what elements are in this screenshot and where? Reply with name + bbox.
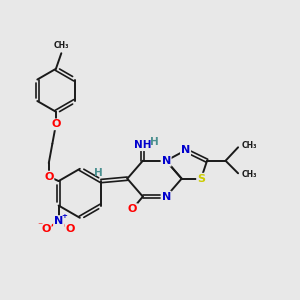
Text: N: N	[54, 216, 63, 226]
Text: N: N	[161, 156, 171, 166]
Text: O: O	[41, 224, 51, 234]
Text: +: +	[61, 213, 67, 219]
Text: Imino: Imino	[149, 138, 173, 147]
Text: O: O	[128, 204, 137, 214]
Text: O: O	[51, 119, 61, 129]
Text: H: H	[150, 136, 159, 147]
Text: Imino: Imino	[147, 139, 167, 145]
Text: N: N	[161, 192, 171, 202]
Text: ⁻: ⁻	[37, 221, 42, 231]
Text: CH₃: CH₃	[242, 170, 257, 179]
Text: O: O	[44, 172, 53, 182]
Text: NH: NH	[134, 140, 152, 150]
Text: S: S	[197, 174, 205, 184]
Text: H: H	[94, 168, 103, 178]
Text: CH₃: CH₃	[54, 41, 69, 50]
Text: O: O	[65, 224, 75, 234]
Text: CH₃: CH₃	[242, 141, 257, 150]
Text: N: N	[181, 145, 190, 155]
